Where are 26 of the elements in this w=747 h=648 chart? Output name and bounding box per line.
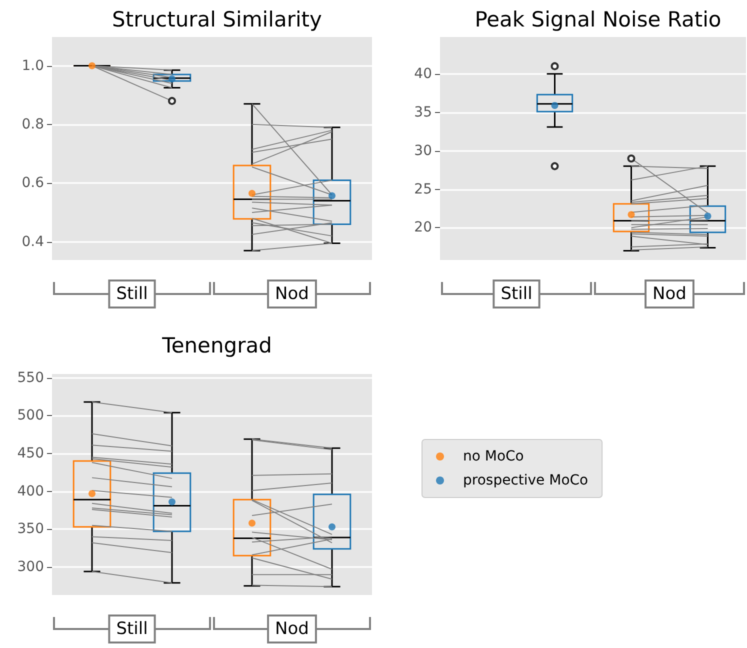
y-tick-label: 0.4 <box>22 234 44 250</box>
y-tick-label: 0.8 <box>22 116 44 132</box>
text: Still <box>116 619 148 639</box>
text: Nod <box>652 284 686 304</box>
text: Nod <box>275 284 309 304</box>
y-tick-label: 1.0 <box>22 58 44 74</box>
y-tick-label: 300 <box>17 558 44 575</box>
legend-label: no MoCo <box>463 448 524 464</box>
legend-label: prospective MoCo <box>463 472 588 488</box>
chart-title: Structural Similarity <box>112 8 322 32</box>
y-tick-label: 400 <box>17 483 44 500</box>
y-tick-label: 0.6 <box>22 175 44 192</box>
y-tick-label: 20 <box>414 220 432 236</box>
y-tick-label: 25 <box>414 181 432 198</box>
y-tick-label: 30 <box>414 142 432 159</box>
y-tick-label: 40 <box>414 66 432 82</box>
y-tick-label: 35 <box>414 104 432 120</box>
y-tick-label: 350 <box>17 521 44 538</box>
text: Nod <box>275 619 309 639</box>
y-tick-label: 500 <box>17 408 44 424</box>
text: Still <box>116 284 148 304</box>
y-tick-label: 450 <box>17 445 44 462</box>
text: Still <box>500 284 532 304</box>
chart-title: Peak Signal Noise Ratio <box>474 8 722 32</box>
y-tick-label: 550 <box>17 370 44 386</box>
chart-title: Tenengrad <box>161 334 272 358</box>
